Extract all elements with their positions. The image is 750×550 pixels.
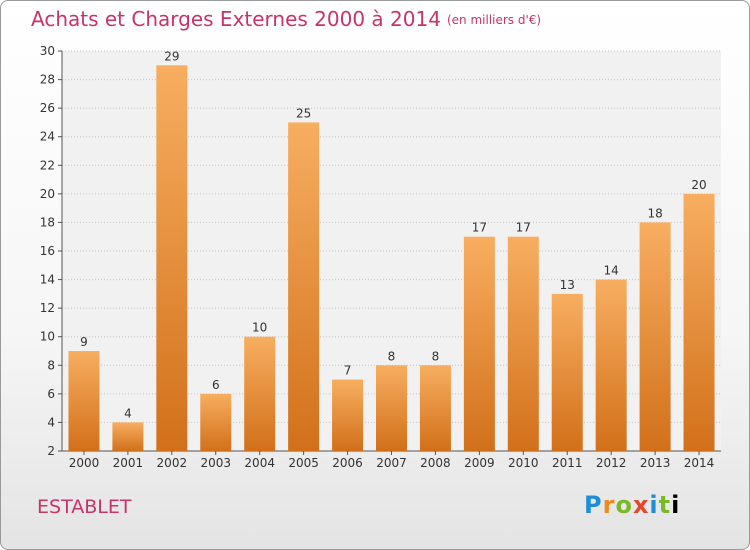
logo-letter: r	[602, 491, 616, 519]
bar	[200, 393, 232, 451]
y-tick-label: 10	[40, 330, 55, 344]
y-tick-label: 28	[40, 73, 55, 87]
x-tick-label: 2012	[596, 456, 627, 470]
x-tick-label: 2005	[288, 456, 319, 470]
y-tick-label: 16	[40, 244, 55, 258]
data-label: 6	[212, 378, 220, 392]
x-tick-label: 2011	[552, 456, 583, 470]
bar	[68, 351, 100, 451]
data-label: 25	[296, 106, 311, 120]
x-tick-label: 2009	[464, 456, 495, 470]
data-label: 14	[604, 264, 619, 278]
data-label: 9	[80, 335, 88, 349]
y-tick-label: 14	[40, 273, 55, 287]
data-label: 7	[344, 364, 352, 378]
bar	[463, 236, 495, 451]
x-tick-label: 2008	[420, 456, 451, 470]
title-text: Achats et Charges Externes 2000 à 2014	[31, 7, 441, 31]
y-tick-label: 12	[40, 301, 55, 315]
y-tick-label: 4	[47, 415, 55, 429]
data-label: 8	[432, 349, 440, 363]
y-tick-label: 18	[40, 215, 55, 229]
bar	[595, 279, 627, 451]
data-label: 17	[472, 221, 487, 235]
data-label: 17	[516, 221, 531, 235]
y-tick-label: 2	[47, 444, 55, 458]
logo-letter: t	[658, 491, 672, 519]
data-label: 10	[252, 321, 267, 335]
y-tick-label: 30	[40, 44, 55, 58]
x-tick-label: 2006	[332, 456, 363, 470]
logo-letter: i	[671, 491, 681, 519]
logo-letter: P	[584, 491, 603, 519]
commune-name: ESTABLET	[37, 496, 132, 518]
x-tick-label: 2004	[244, 456, 275, 470]
bar	[376, 365, 407, 451]
y-tick-label: 6	[47, 387, 55, 401]
bar	[156, 65, 188, 452]
y-tick-label: 20	[40, 187, 55, 201]
data-label: 20	[691, 178, 706, 192]
data-label: 4	[124, 406, 132, 420]
bar	[419, 365, 451, 451]
data-label: 8	[388, 349, 396, 363]
bar	[112, 422, 144, 451]
bar	[288, 122, 320, 451]
x-tick-label: 2014	[684, 456, 715, 470]
y-tick-label: 8	[47, 358, 55, 372]
unit-label: (en milliers d'€)	[446, 13, 542, 27]
x-tick-label: 2001	[113, 456, 144, 470]
bar	[332, 379, 364, 451]
logo-letter: x	[632, 491, 650, 519]
x-tick-label: 2000	[69, 456, 100, 470]
x-tick-label: 2007	[376, 456, 407, 470]
chart-title: Achats et Charges Externes 2000 à 2014 (e…	[31, 7, 541, 31]
data-label: 18	[647, 206, 662, 220]
bar	[244, 336, 276, 451]
logo-letter: o	[615, 491, 633, 519]
y-tick-label: 22	[40, 158, 55, 172]
bar	[683, 193, 715, 451]
bar	[507, 236, 539, 451]
y-tick-label: 24	[40, 130, 55, 144]
x-tick-label: 2002	[157, 456, 188, 470]
bar	[551, 293, 583, 451]
bar	[639, 222, 671, 451]
data-label: 13	[560, 278, 575, 292]
x-tick-label: 2003	[200, 456, 231, 470]
x-tick-label: 2013	[640, 456, 671, 470]
logo-letter: i	[649, 491, 659, 519]
proxiti-logo: Proxiti	[584, 491, 680, 519]
data-label: 29	[164, 49, 179, 63]
x-tick-label: 2010	[508, 456, 539, 470]
y-tick-label: 26	[40, 101, 55, 115]
